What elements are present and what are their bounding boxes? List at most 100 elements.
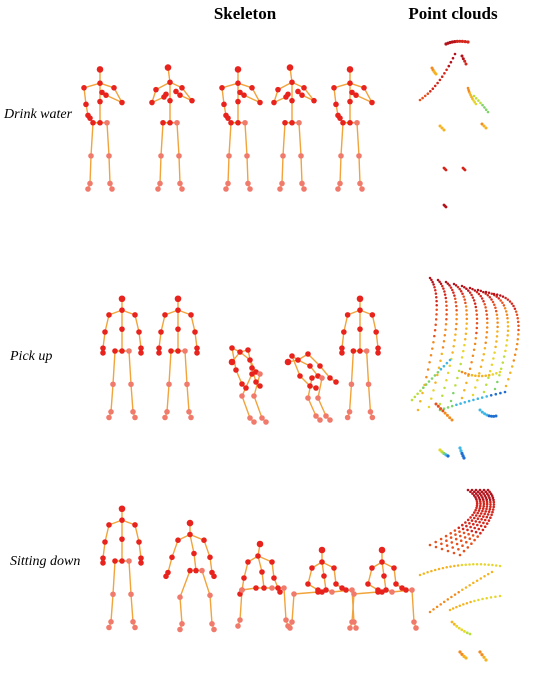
cloud-point [427, 380, 431, 383]
joint [318, 546, 326, 554]
cloud-point [494, 392, 498, 396]
cloud-point [458, 530, 461, 533]
bone [134, 314, 140, 333]
cloud-point [455, 542, 459, 546]
cloud-point [489, 505, 492, 509]
joint [289, 79, 295, 86]
cloud-drink-torso [466, 86, 478, 106]
joint [97, 119, 103, 126]
joint [173, 88, 179, 95]
joint [253, 379, 259, 385]
cloud-point [485, 500, 489, 504]
cloud-point [506, 298, 510, 301]
cloud-point [429, 354, 433, 357]
drink-water-skeleton-1 [81, 66, 125, 192]
cloud-point [482, 492, 485, 495]
cloud-point [465, 317, 469, 321]
joint [175, 537, 181, 543]
cloud-point [476, 523, 479, 527]
joint [130, 619, 136, 625]
cloud-point [488, 498, 492, 502]
bone [130, 593, 134, 623]
cloud-point [485, 515, 489, 519]
joint [391, 565, 397, 571]
joint [280, 153, 286, 159]
joint [156, 350, 162, 356]
cloud-point [484, 496, 488, 499]
cloud-point [512, 359, 516, 362]
cloud-point [441, 409, 445, 413]
cloud-point [506, 334, 509, 337]
cloud-point [445, 566, 448, 569]
cloud-sit-shin [428, 570, 494, 614]
cloud-point [512, 304, 515, 308]
bone [241, 395, 251, 419]
cloud-point [492, 503, 496, 506]
cloud-point [501, 295, 505, 298]
cloud-point [482, 299, 485, 303]
cloud-point [465, 322, 468, 325]
joint [235, 119, 241, 126]
cloud-point [413, 395, 417, 399]
cloud-pickup-arc-3 [449, 282, 469, 403]
cloud-point [468, 632, 472, 636]
cloud-pickup-arc-1 [427, 278, 448, 409]
cloud-point [450, 40, 454, 44]
joint [100, 555, 106, 561]
cloud-point [462, 349, 465, 353]
cloud-point [483, 302, 486, 306]
cloud-point [479, 289, 483, 293]
joint [321, 573, 327, 579]
cloud-pickup-foot-right [458, 446, 466, 460]
cloud-point [510, 302, 514, 305]
joint [177, 594, 183, 600]
joint [375, 350, 381, 356]
cloud-point [485, 313, 489, 316]
cloud-sit-arc-0 [428, 488, 479, 547]
drink-water-skeleton-2 [149, 64, 195, 192]
cloud-point [472, 398, 475, 402]
bone [231, 347, 237, 371]
joint [188, 312, 194, 318]
cloud-point [462, 295, 465, 298]
joint [110, 381, 116, 388]
cloud-point [464, 586, 468, 589]
cloud-point [431, 87, 435, 90]
joint [289, 619, 295, 625]
cloud-point [486, 572, 490, 576]
cloud-point [493, 351, 496, 354]
cloud-point [501, 361, 505, 364]
cloud-point [496, 330, 499, 333]
cloud-point [445, 313, 448, 316]
cloud-point [448, 284, 451, 287]
bone [411, 589, 415, 623]
bone [168, 350, 172, 385]
joint [313, 385, 319, 391]
joint [361, 85, 367, 91]
cloud-point [440, 547, 444, 551]
cloud-point [478, 498, 482, 501]
cloud-point [465, 313, 468, 316]
cloud-point [469, 600, 472, 604]
joint [289, 119, 295, 126]
cloud-point [484, 510, 488, 513]
cloud-point [478, 372, 481, 375]
bone [307, 397, 317, 417]
joint [162, 312, 168, 318]
cloud-point [418, 573, 422, 577]
joint [128, 381, 134, 388]
joint [271, 575, 277, 581]
cloud-point [466, 546, 470, 549]
joint [344, 312, 351, 318]
cloud-point [503, 390, 507, 394]
joint [136, 539, 142, 545]
cloud-point [473, 599, 476, 603]
cloud-point [479, 294, 482, 298]
joint [295, 357, 301, 363]
cloud-point [491, 300, 495, 304]
cloud-point [448, 608, 452, 612]
joint [192, 329, 198, 335]
cloud-point [495, 372, 498, 375]
joint [100, 345, 106, 351]
cloud-point [480, 297, 484, 300]
